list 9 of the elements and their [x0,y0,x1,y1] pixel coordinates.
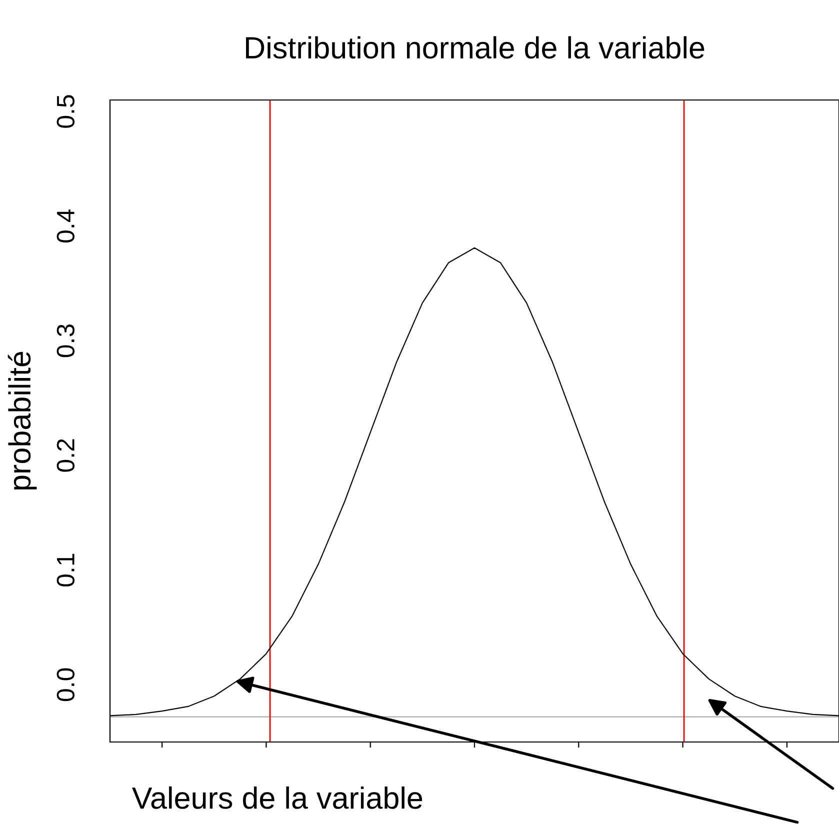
y-tick-label: 0.3 [56,324,75,358]
y-tick-label: 0.1 [56,554,75,586]
x-axis-title: Valeurs de la variable [132,786,422,809]
chart-title: Distribution normale de la variable [246,36,704,59]
y-tick-label: 0.5 [56,95,75,128]
y-tick-label: 0.2 [56,439,75,472]
y-tick-label: 0.0 [56,668,75,702]
y-tick-label: 0.4 [56,209,75,243]
y-axis-title: probabilité [8,352,37,490]
